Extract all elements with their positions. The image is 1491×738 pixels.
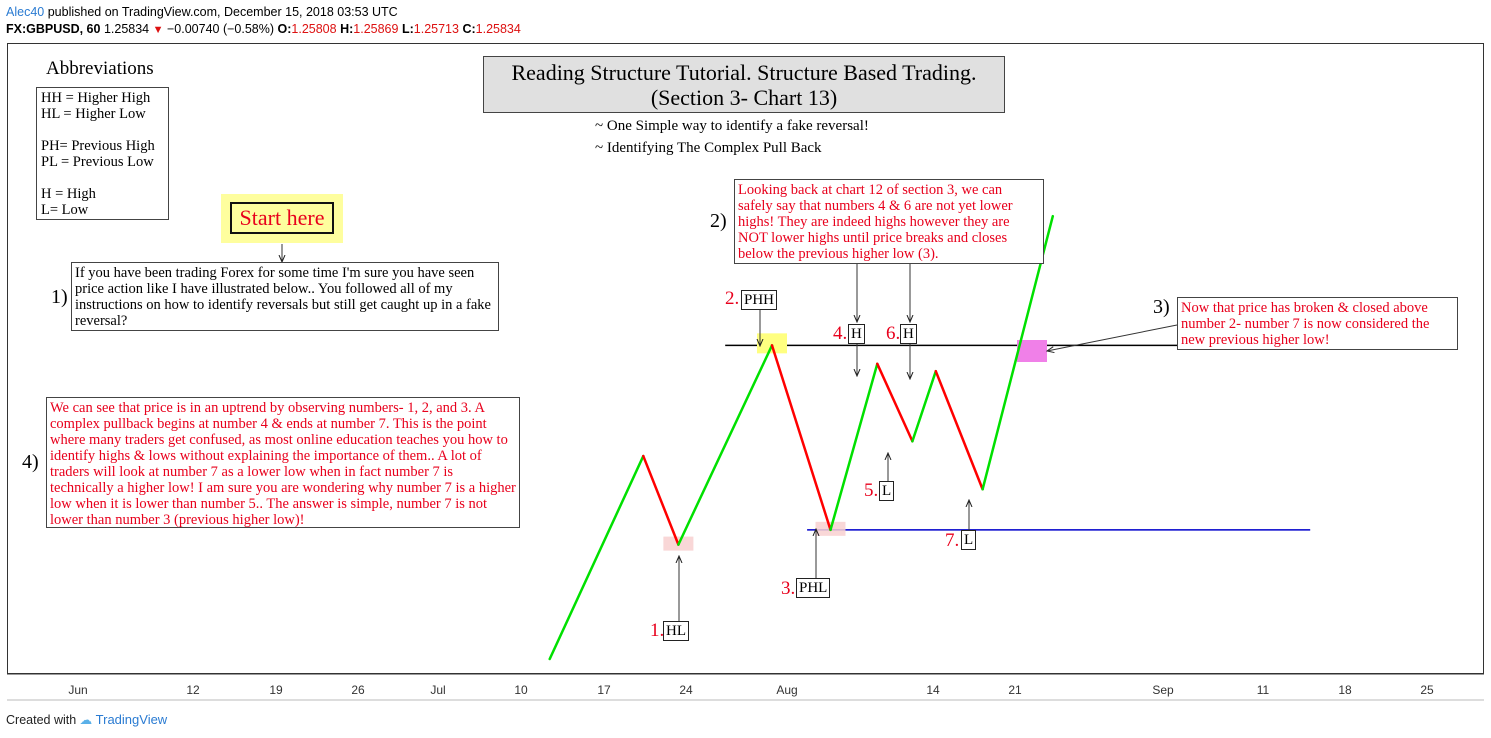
footer-created: Created with: [6, 713, 77, 727]
author-link[interactable]: Alec40: [6, 5, 45, 19]
start-highlight: Start here: [221, 194, 343, 243]
x-tick-label: 25: [1420, 683, 1434, 697]
abbreviations-title: Abbreviations: [46, 58, 154, 79]
annotation-arrow: [1047, 324, 1178, 351]
up-leg: [829, 362, 879, 532]
publish-info: published on TradingView.com, December 1…: [47, 5, 398, 19]
abbreviations-box: HH = Higher High HL = Higher Low PH= Pre…: [36, 87, 169, 220]
point-2-number: 2.: [725, 288, 740, 309]
breakout-highlight-box: [1017, 340, 1047, 362]
up-leg: [911, 369, 938, 443]
x-tick-label: 11: [1257, 683, 1270, 697]
point-1-label: HL: [663, 621, 689, 641]
price-path: [548, 214, 1055, 661]
tradingview-logo-icon: ☁: [79, 713, 93, 727]
point-3-number: 3.: [781, 578, 796, 599]
down-leg: [934, 369, 984, 491]
open-value: 1.25808: [291, 22, 337, 36]
x-tick-label: 10: [514, 683, 528, 697]
chart-header: Alec40 published on TradingView.com, Dec…: [6, 4, 521, 39]
point-5-label: L: [879, 481, 895, 501]
high-value: 1.25869: [353, 22, 399, 36]
x-tick-label: Aug: [776, 683, 797, 697]
abbr-item: HH = Higher High: [41, 90, 151, 106]
up-leg: [548, 454, 645, 661]
symbol-label: FX:GBPUSD, 60: [6, 22, 101, 36]
x-tick-label: 21: [1008, 683, 1022, 697]
abbr-item: PH= Previous High: [41, 138, 155, 154]
note-3: Now that price has broken & closed above…: [1177, 297, 1458, 350]
abbr-spacer: [41, 170, 164, 186]
note-3-number: 3): [1153, 296, 1170, 318]
x-tick-label: Jul: [430, 683, 445, 697]
subtitle-2: ~ Identifying The Complex Pull Back: [595, 140, 822, 156]
x-tick-label: 24: [679, 683, 693, 697]
abbr-spacer: [41, 122, 164, 138]
note-1-number: 1): [51, 286, 68, 308]
point-3-label: PHL: [796, 578, 831, 598]
last-price: 1.25834: [103, 22, 150, 36]
point-6-number: 6.: [886, 323, 901, 344]
x-tick-label: 18: [1338, 683, 1352, 697]
point-7-number: 7.: [945, 530, 960, 551]
point-4-number: 4.: [833, 323, 848, 344]
low-value: 1.25713: [413, 22, 459, 36]
down-leg: [876, 362, 914, 443]
note-1: If you have been trading Forex for some …: [71, 262, 499, 331]
footer-brand-link[interactable]: TradingView: [95, 712, 168, 727]
down-leg: [770, 344, 832, 532]
x-axis: Jun 12 19 26 Jul 10 17 24 Aug 14 21 Sep 11 18 25: [68, 683, 1434, 697]
start-here-button[interactable]: Start here: [230, 202, 334, 234]
abbr-item: PL = Previous Low: [41, 154, 154, 170]
note-2-number: 2): [710, 210, 727, 232]
point-5-number: 5.: [864, 480, 879, 501]
x-tick-label: 14: [926, 683, 940, 697]
high-label: H:: [340, 22, 354, 36]
title-line-1: Reading Structure Tutorial. Structure Ba…: [511, 60, 977, 85]
annotation-arrows: [282, 244, 1178, 621]
x-tick-label: Sep: [1152, 683, 1174, 697]
abbr-item: HL = Higher Low: [41, 106, 146, 122]
chart-title: Reading Structure Tutorial. Structure Ba…: [483, 56, 1005, 113]
note-4-number: 4): [22, 451, 39, 473]
note-2: Looking back at chart 12 of section 3, w…: [734, 179, 1044, 264]
low-label: L:: [401, 22, 414, 36]
price-change: −0.00740 (−0.58%): [167, 22, 275, 36]
down-leg: [642, 454, 680, 546]
phh-highlight-box: [757, 333, 787, 354]
point-6-label: H: [900, 324, 917, 344]
title-line-2: (Section 3- Chart 13): [650, 85, 838, 110]
x-tick-label: 26: [351, 683, 365, 697]
subtitle-1: ~ One Simple way to identify a fake reve…: [595, 118, 869, 134]
point-2-label: PHH: [741, 290, 778, 310]
x-tick-label: 12: [186, 683, 200, 697]
horizontal-levels: [725, 344, 1311, 531]
x-tick-label: 17: [597, 683, 611, 697]
abbr-item: H = High: [41, 186, 96, 202]
abbr-item: L= Low: [41, 202, 89, 218]
x-tick-label: 19: [269, 683, 283, 697]
note-4: We can see that price is in an uptrend b…: [46, 397, 520, 528]
up-leg: [677, 344, 774, 546]
open-label: O:: [277, 22, 292, 36]
point-4-label: H: [848, 324, 865, 344]
footer: Created with ☁ TradingView: [6, 712, 167, 727]
highlight-boxes: [663, 333, 1047, 551]
point-7-label: L: [961, 530, 977, 550]
close-label: C:: [462, 22, 476, 36]
down-arrow-icon: ▼: [152, 24, 164, 36]
close-value: 1.25834: [475, 22, 521, 36]
point-1-number: 1.: [650, 620, 665, 641]
x-tick-label: Jun: [68, 683, 87, 697]
